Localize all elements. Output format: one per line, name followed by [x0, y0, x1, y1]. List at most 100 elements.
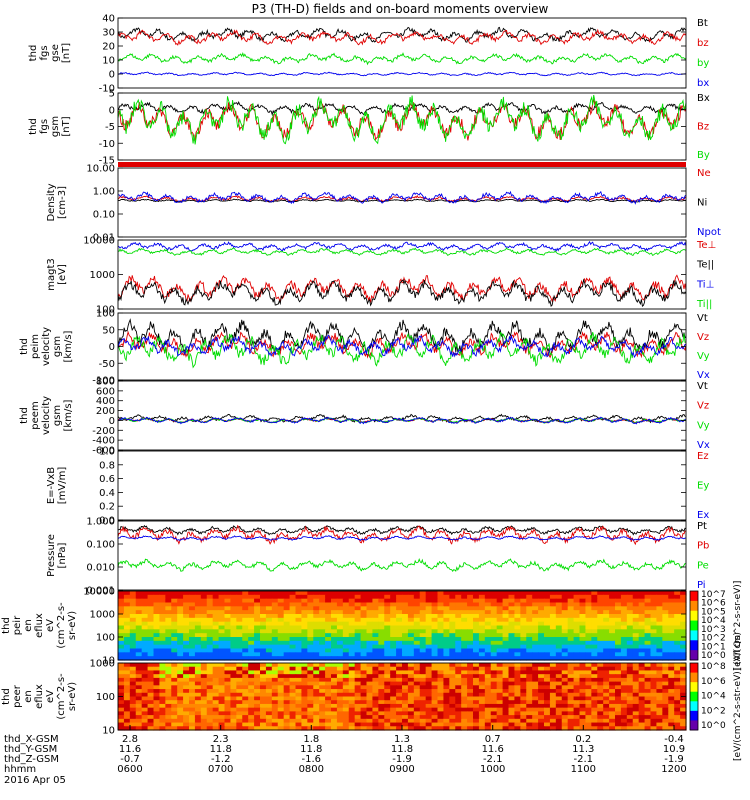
heatmap-cell — [384, 674, 391, 679]
heatmap-cell — [638, 656, 646, 661]
heatmap-cell — [141, 718, 149, 724]
heatmap-cell — [656, 617, 663, 623]
heatmap-cell — [118, 614, 125, 619]
heatmap-cell — [295, 726, 303, 731]
heatmap-cell — [478, 707, 486, 712]
heatmap-cell — [248, 591, 255, 596]
heatmap-cell — [336, 594, 344, 600]
heatmap-cell — [289, 591, 297, 596]
heatmap-cell — [248, 666, 255, 672]
heatmap-cell — [301, 629, 308, 634]
heatmap-cell — [674, 722, 681, 727]
heatmap-cell — [336, 598, 344, 604]
heatmap-cell — [230, 681, 237, 686]
heatmap-cell — [573, 656, 581, 661]
heatmap-cell — [189, 700, 196, 705]
heatmap-cell — [520, 606, 527, 611]
heatmap-cell — [342, 591, 350, 596]
heatmap-cell — [579, 670, 587, 675]
heatmap-cell — [171, 703, 178, 709]
heatmap-cell — [650, 670, 658, 675]
heatmap-cell — [206, 692, 214, 698]
heatmap-cell — [431, 663, 439, 668]
heatmap-cell — [384, 625, 391, 630]
heatmap-cell — [638, 602, 646, 607]
heatmap-cell — [135, 640, 143, 646]
heatmap-cell — [165, 614, 172, 619]
heatmap-cell — [431, 677, 439, 683]
heatmap-cell — [508, 598, 516, 604]
heatmap-cell — [135, 677, 143, 683]
heatmap-cell — [194, 625, 202, 630]
heatmap-cell — [307, 606, 314, 611]
heatmap-cell — [313, 711, 320, 716]
heatmap-cell — [680, 614, 687, 619]
heatmap-cell — [372, 718, 379, 724]
heatmap-cell — [538, 707, 545, 712]
heatmap-cell — [413, 711, 421, 716]
heatmap-cell — [277, 606, 285, 611]
heatmap-cell — [265, 591, 273, 596]
heatmap-cell — [254, 674, 261, 679]
heatmap-cell — [508, 722, 516, 727]
heatmap-cell — [396, 696, 403, 701]
heatmap-cell — [307, 591, 314, 596]
heatmap-cell — [224, 666, 232, 672]
heatmap-cell — [567, 640, 575, 646]
heatmap-cell — [171, 602, 178, 607]
heatmap-cell — [431, 700, 439, 705]
y-tick-label: -600 — [92, 446, 115, 457]
heatmap-cell — [254, 617, 261, 623]
heatmap-cell — [467, 692, 474, 698]
heatmap-cell — [331, 718, 338, 724]
heatmap-cell — [336, 696, 344, 701]
heatmap-cell — [573, 726, 581, 731]
heatmap-cell — [532, 656, 539, 661]
heatmap-cell — [455, 681, 462, 686]
heatmap-cell — [319, 652, 326, 657]
heatmap-cell — [319, 670, 326, 675]
heatmap-cell — [360, 703, 368, 709]
heatmap-cell — [129, 722, 137, 727]
heatmap-cell — [354, 722, 362, 727]
heatmap-cell — [177, 715, 184, 720]
heatmap-cell — [407, 629, 415, 634]
heatmap-cell — [538, 692, 545, 698]
heatmap-cell — [609, 707, 616, 712]
heatmap-cell — [490, 617, 498, 623]
heatmap-cell — [129, 726, 137, 731]
heatmap-cell — [224, 677, 232, 683]
heatmap-cell — [384, 633, 391, 638]
heatmap-cell — [212, 610, 220, 615]
heatmap-cell — [662, 726, 669, 731]
heatmap-cell — [656, 715, 663, 720]
heatmap-cell — [301, 726, 308, 731]
heatmap-cell — [419, 666, 427, 672]
heatmap-cell — [141, 594, 149, 600]
y-tick-label: 100 — [96, 633, 115, 644]
heatmap-cell — [425, 591, 433, 596]
x-tick-label: 2.8 — [122, 734, 138, 745]
heatmap-cell — [478, 598, 486, 604]
heatmap-cell — [544, 670, 551, 675]
heatmap-cell — [260, 637, 267, 642]
heatmap-cell — [615, 700, 622, 705]
heatmap-cell — [402, 715, 409, 720]
heatmap-cell — [271, 726, 279, 731]
heatmap-cell — [118, 644, 125, 650]
heatmap-cell — [200, 594, 208, 600]
heatmap-cell — [573, 692, 581, 698]
heatmap-cell — [662, 606, 669, 611]
x-axis-labels: thd_X-GSM 2.8 2.3 1.8 1.3 0.7 0.2 -0.4thd_Y-GSM… — [4, 725, 687, 786]
heatmap-cell — [177, 666, 184, 672]
heatmap-cell — [431, 718, 439, 724]
heatmap-cell — [319, 689, 326, 694]
heatmap-cell — [118, 692, 125, 698]
heatmap-cell — [390, 692, 397, 698]
y-tick-label: 1.000 — [86, 517, 115, 528]
heatmap-cell — [277, 610, 285, 615]
heatmap-cell — [129, 700, 137, 705]
y-tick-label: -10 — [99, 84, 115, 95]
heatmap-cell — [656, 696, 663, 701]
heatmap-cell — [656, 629, 663, 634]
